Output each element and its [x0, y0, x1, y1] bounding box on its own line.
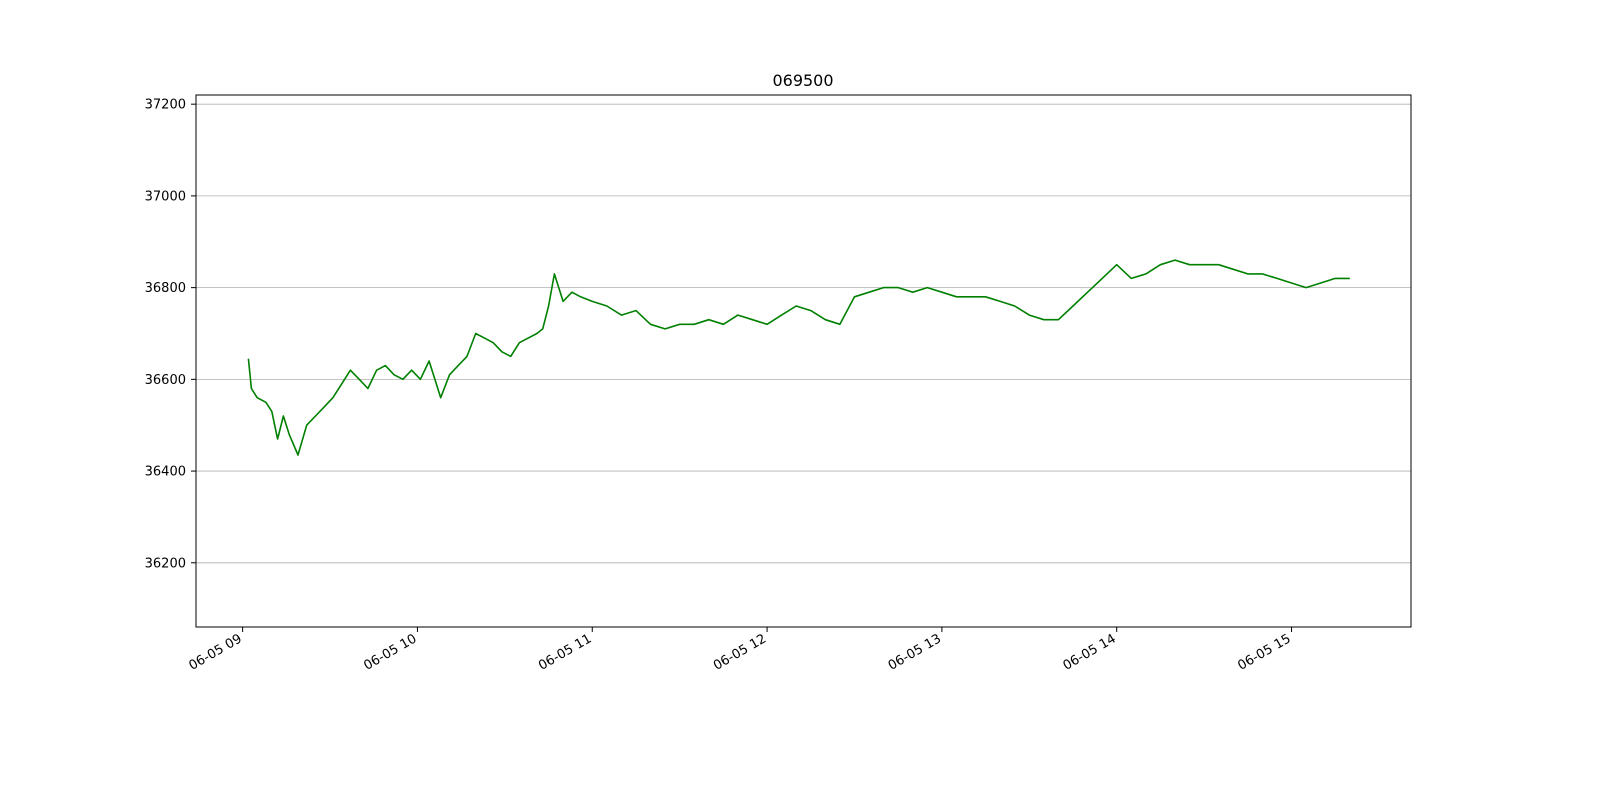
y-tick-label: 37200 — [145, 98, 186, 113]
series-layer — [247, 259, 1350, 456]
y-tick-label: 36800 — [145, 281, 186, 296]
y-tick-label: 37000 — [145, 189, 186, 204]
x-tick-label: 06-05 13 — [886, 631, 944, 673]
y-tick-label: 36200 — [145, 556, 186, 571]
x-tick-label: 06-05 12 — [711, 631, 769, 673]
gridlines — [196, 103, 1411, 564]
x-tick-label: 06-05 09 — [186, 631, 244, 673]
x-tick-label: 06-05 10 — [361, 631, 419, 673]
y-tick-label: 36600 — [145, 373, 186, 388]
x-tick-label: 06-05 11 — [536, 631, 594, 673]
y-tick-label: 36400 — [145, 465, 186, 480]
x-axis: 06-05 09 06-05 10 06-05 11 06-05 12 06-05 13… — [186, 627, 1294, 674]
x-tick-label: 06-05 14 — [1061, 631, 1119, 673]
chart-title: 069500 — [772, 71, 833, 90]
series-line — [247, 259, 1350, 456]
plot-area-frame — [195, 94, 1412, 628]
x-tick-label: 06-05 15 — [1235, 631, 1293, 673]
y-axis: 36200 36400 36600 36800 37000 37200 — [145, 98, 196, 571]
